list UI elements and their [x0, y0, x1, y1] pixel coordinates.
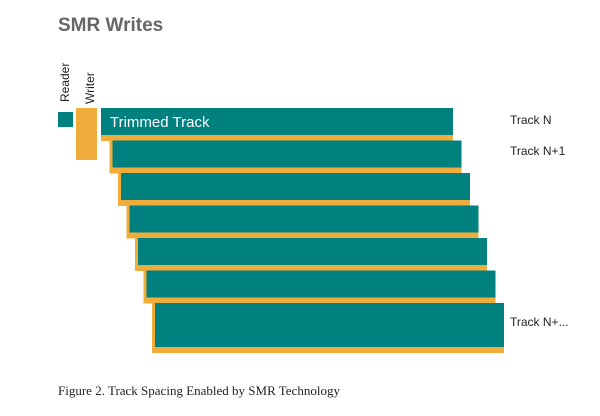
track-label: Track N	[510, 113, 552, 127]
track-label: Track N+...	[510, 315, 569, 329]
track	[138, 238, 487, 265]
tracks	[101, 108, 504, 353]
caption: Figure 2. Track Spacing Enabled by SMR T…	[58, 383, 340, 398]
trimmed-track-label: Trimmed Track	[110, 114, 210, 131]
track	[146, 270, 496, 298]
writer-label: Writer	[83, 72, 97, 104]
track	[129, 205, 479, 233]
track	[121, 173, 470, 200]
track	[112, 140, 462, 168]
writer-head	[76, 108, 97, 160]
reader-head	[58, 112, 73, 127]
track-label: Track N+1	[510, 144, 566, 158]
reader-label: Reader	[58, 63, 72, 102]
track	[101, 108, 453, 135]
track	[155, 303, 504, 347]
title: SMR Writes	[58, 15, 163, 36]
